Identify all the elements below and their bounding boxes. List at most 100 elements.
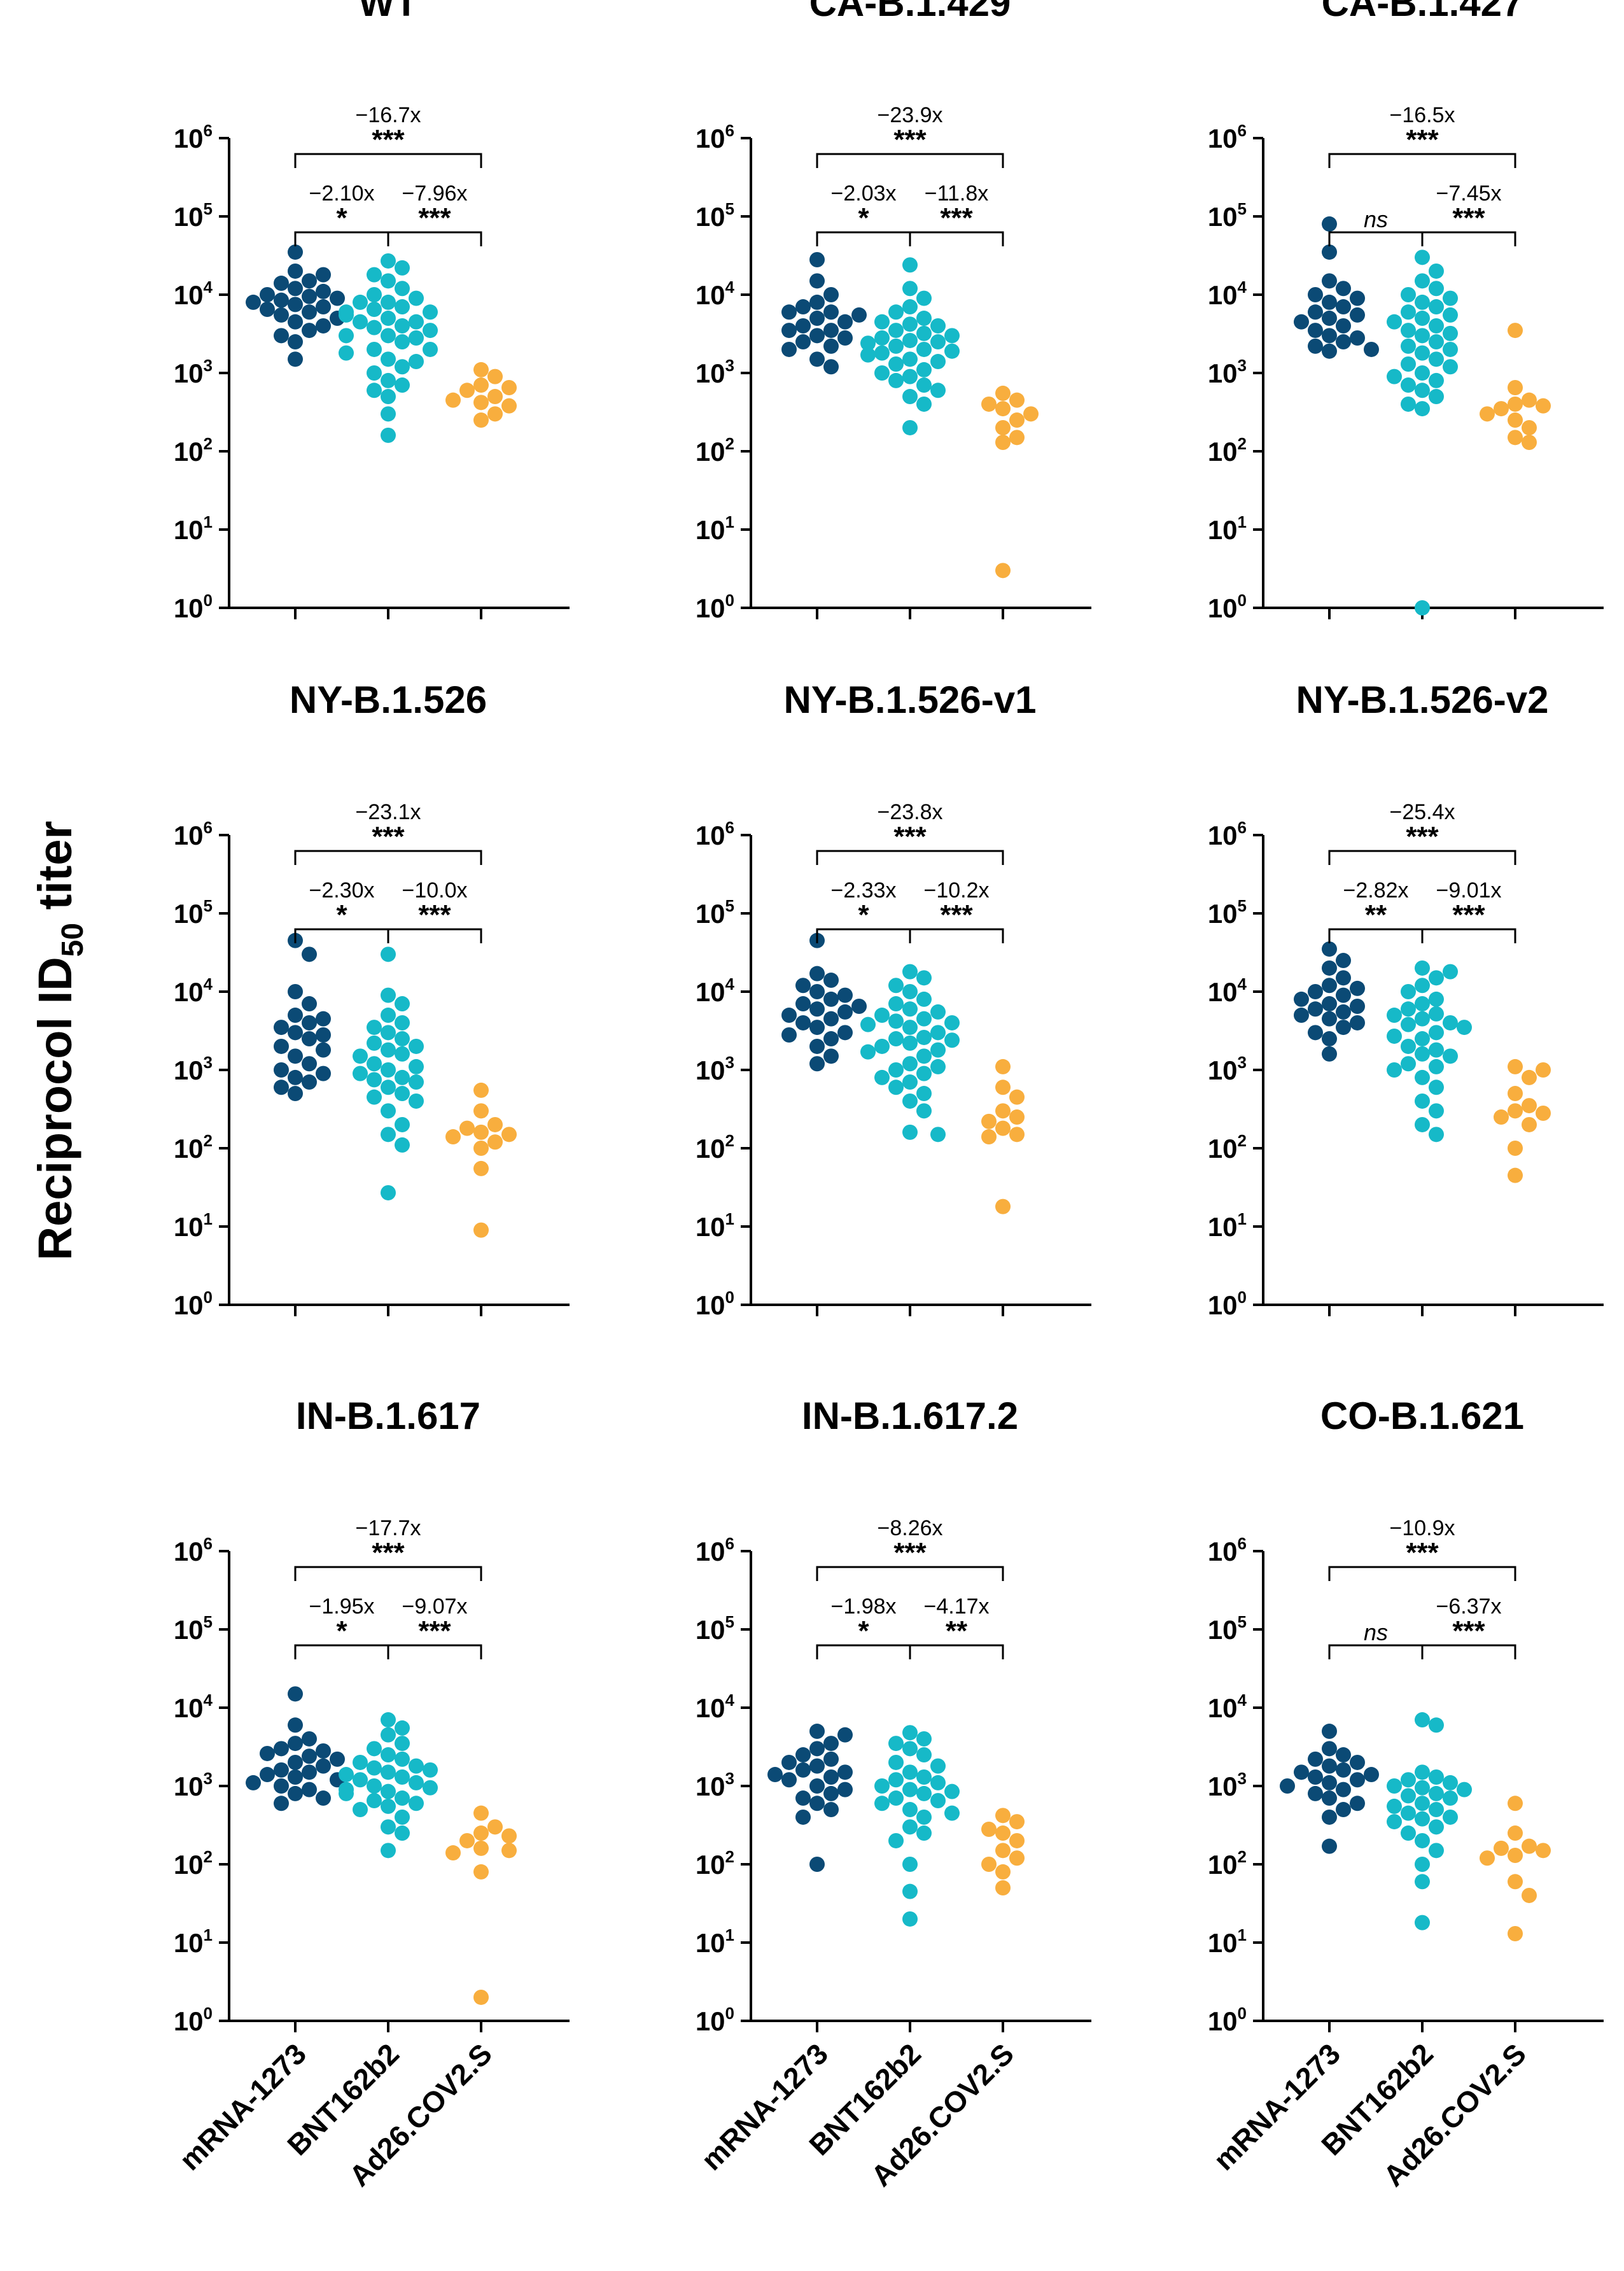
significance-label: *** (1406, 1537, 1439, 1568)
data-point-mrna-1273 (837, 314, 853, 330)
data-point-bnt162b2 (902, 1020, 918, 1036)
fold-change-label: −8.26x (877, 1516, 942, 1540)
data-point-bnt162b2 (381, 294, 396, 310)
data-point-bnt162b2 (902, 1741, 918, 1757)
data-point-ad26-cov2-s (1536, 1062, 1551, 1078)
data-point-bnt162b2 (381, 1747, 396, 1763)
data-point-bnt162b2 (902, 1056, 918, 1072)
data-point-mrna-1273 (795, 334, 811, 350)
bracket-line (1421, 231, 1516, 246)
panel-5: NY-B.1.526-v2 100 101 102 103 104 105 106 **−2.8… (1208, 678, 1604, 1320)
data-point-bnt162b2 (1443, 1809, 1458, 1825)
data-point-ad26-cov2-s (995, 1808, 1011, 1824)
data-point-bnt162b2 (1415, 1069, 1430, 1085)
data-point-bnt162b2 (1415, 401, 1430, 417)
data-point-mrna-1273 (837, 1025, 853, 1041)
panel-0: WT100101102103104105106*−2.10x***−7.96x*… (174, 0, 570, 623)
data-point-bnt162b2 (1429, 299, 1444, 315)
fold-change-label: −10.0x (402, 878, 467, 903)
data-point-bnt162b2 (1401, 1056, 1416, 1072)
y-tick-label: 103 (174, 1769, 213, 1801)
data-point-mrna-1273 (302, 996, 317, 1012)
data-point-mrna-1273 (1336, 1747, 1351, 1763)
data-point-mrna-1273 (795, 978, 811, 994)
data-point-mrna-1273 (809, 1001, 825, 1017)
data-point-bnt162b2 (874, 1038, 890, 1054)
y-tick-label: 106 (696, 818, 734, 850)
data-point-mrna-1273 (781, 323, 797, 339)
y-tick-label: 103 (696, 1769, 734, 1801)
comparison-bracket: ***−10.0x (387, 878, 482, 943)
comparison-bracket: **−4.17x (909, 1594, 1004, 1659)
data-point-mrna-1273 (288, 263, 303, 279)
fold-change-label: −23.9x (877, 103, 942, 127)
data-point-bnt162b2 (353, 1754, 368, 1770)
data-point-ad26-cov2-s (995, 385, 1011, 401)
data-point-mrna-1273 (1350, 1796, 1365, 1811)
data-point-mrna-1273 (837, 987, 853, 1003)
data-point-bnt162b2 (916, 1731, 932, 1747)
significance-label: *** (1406, 821, 1439, 852)
significance-label: *** (1452, 1615, 1485, 1647)
data-point-bnt162b2 (395, 260, 410, 276)
data-point-bnt162b2 (916, 1065, 932, 1081)
data-point-mrna-1273 (302, 1056, 317, 1072)
data-point-bnt162b2 (916, 1011, 932, 1027)
data-point-bnt162b2 (1387, 1062, 1402, 1078)
data-point-bnt162b2 (888, 338, 904, 354)
data-point-ad26-cov2-s (1536, 1105, 1551, 1121)
data-point-ad26-cov2-s (1009, 1109, 1025, 1125)
data-point-ad26-cov2-s (1522, 1116, 1537, 1132)
data-point-ad26-cov2-s (1009, 1814, 1025, 1830)
data-point-bnt162b2 (1415, 273, 1430, 289)
data-point-ad26-cov2-s (995, 1880, 1011, 1896)
data-point-bnt162b2 (888, 1772, 904, 1788)
data-point-mrna-1273 (1294, 1764, 1309, 1780)
data-point-mrna-1273 (823, 1011, 839, 1027)
data-point-bnt162b2 (1429, 1103, 1444, 1119)
data-point-bnt162b2 (902, 351, 918, 367)
y-tick-label: 100 (174, 591, 213, 623)
data-point-mrna-1273 (1322, 311, 1337, 327)
data-point-bnt162b2 (395, 377, 410, 393)
data-point-ad26-cov2-s (473, 1124, 489, 1140)
data-point-bnt162b2 (916, 377, 932, 393)
data-point-bnt162b2 (888, 1062, 904, 1078)
data-point-mrna-1273 (1322, 1724, 1337, 1740)
data-point-bnt162b2 (1415, 1811, 1430, 1827)
fold-change-label: −9.01x (1436, 878, 1501, 903)
data-point-mrna-1273 (1322, 996, 1337, 1012)
data-point-bnt162b2 (944, 1805, 960, 1821)
data-point-bnt162b2 (916, 1086, 932, 1102)
panel-title: NY-B.1.526-v1 (784, 678, 1037, 721)
fold-change-label: −1.98x (830, 1594, 896, 1619)
data-point-bnt162b2 (353, 1772, 368, 1788)
y-tick-label: 102 (1208, 434, 1247, 467)
data-point-bnt162b2 (930, 1025, 946, 1041)
data-point-bnt162b2 (888, 1790, 904, 1806)
data-point-mrna-1273 (1336, 1762, 1351, 1778)
comparison-bracket: ***−25.4x (1328, 800, 1516, 865)
data-point-ad26-cov2-s (1522, 1069, 1537, 1085)
data-point-mrna-1273 (274, 1741, 289, 1757)
data-point-bnt162b2 (1401, 1788, 1416, 1804)
data-point-bnt162b2 (874, 365, 890, 381)
comparison-bracket: ***−11.8x (909, 181, 1004, 246)
data-point-bnt162b2 (902, 1857, 918, 1872)
data-point-mrna-1273 (837, 1004, 853, 1020)
significance-label: ** (1365, 899, 1387, 931)
data-point-bnt162b2 (902, 1764, 918, 1780)
y-tick-label: 100 (696, 591, 734, 623)
y-tick-label: 103 (1208, 356, 1247, 388)
fold-change-label: −9.07x (402, 1594, 467, 1619)
data-point-bnt162b2 (916, 1029, 932, 1045)
data-point-mrna-1273 (260, 302, 275, 318)
data-point-bnt162b2 (395, 1086, 410, 1102)
data-point-mrna-1273 (302, 273, 317, 289)
panel-title: WT (358, 0, 417, 24)
fold-change-label: −11.8x (925, 181, 989, 206)
data-point-mrna-1273 (274, 1796, 289, 1811)
data-point-bnt162b2 (888, 996, 904, 1012)
data-point-ad26-cov2-s (995, 1199, 1011, 1214)
data-point-mrna-1273 (781, 341, 797, 357)
